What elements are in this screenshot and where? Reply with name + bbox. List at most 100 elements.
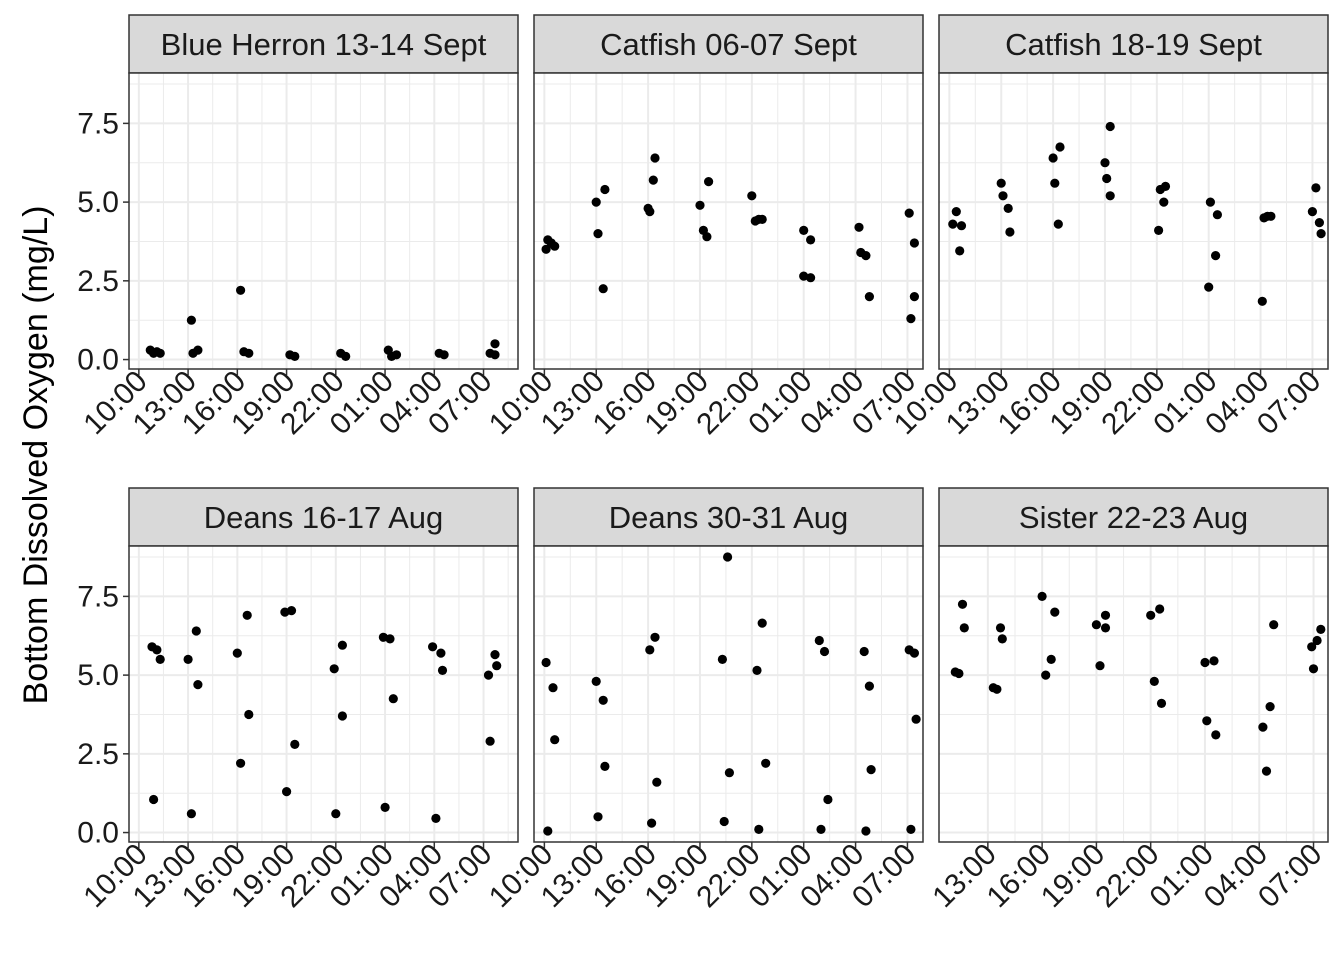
data-point (957, 599, 968, 609)
data-point (954, 668, 964, 679)
data-point (431, 813, 441, 824)
data-point (541, 657, 551, 668)
data-point (1258, 722, 1268, 732)
data-point (906, 824, 916, 835)
data-point (1003, 203, 1013, 213)
y-tick-label: 5.0 (77, 659, 119, 692)
data-point (1046, 654, 1056, 665)
data-point (490, 339, 500, 349)
data-point (598, 284, 608, 294)
facet-panel: Deans 16-17 Aug0.02.55.07.510:0013:0016:… (77, 487, 519, 914)
data-point (1212, 210, 1222, 220)
data-point (806, 235, 816, 245)
data-point (955, 246, 965, 256)
facet-strip (938, 487, 1329, 547)
data-point (600, 761, 610, 772)
y-tick-label: 0.0 (77, 344, 119, 377)
data-point (331, 809, 341, 819)
y-tick-label: 0.0 (77, 817, 119, 850)
panel-background (129, 546, 518, 842)
data-point (951, 207, 961, 217)
data-point (1160, 181, 1171, 191)
data-point (593, 812, 603, 822)
data-point (337, 711, 347, 721)
data-point (193, 345, 203, 355)
data-point (191, 626, 201, 636)
facet-panel: Catfish 06-07 Sept10:0013:0016:0019:0022… (483, 14, 924, 441)
data-point (1156, 698, 1167, 709)
data-point (1202, 716, 1212, 726)
data-point (854, 222, 864, 232)
data-point (904, 208, 914, 218)
data-point (859, 646, 869, 657)
data-point (861, 251, 871, 261)
panel-border (938, 545, 1329, 843)
data-point (906, 314, 916, 324)
data-point (1209, 656, 1219, 666)
data-point (193, 680, 203, 690)
data-point (1041, 670, 1051, 680)
data-point (1312, 635, 1322, 646)
panel-border (128, 72, 519, 370)
data-point (1048, 153, 1058, 163)
data-point (1204, 282, 1214, 292)
data-point (490, 350, 500, 360)
data-point (1308, 664, 1319, 674)
data-point (1146, 610, 1156, 620)
data-point (186, 809, 196, 819)
data-point (550, 735, 560, 745)
data-point (1100, 158, 1110, 168)
data-point (329, 664, 339, 674)
data-point (1100, 623, 1111, 633)
data-point (437, 665, 448, 676)
data-point (1266, 211, 1276, 221)
data-point (236, 758, 246, 768)
facet-panel: Blue Herron 13-14 Sept0.02.55.07.510:001… (77, 14, 519, 441)
data-point (1050, 178, 1060, 188)
data-point (492, 661, 502, 671)
data-point (388, 694, 398, 704)
data-point (337, 640, 347, 650)
data-point (341, 351, 351, 361)
data-point (717, 654, 728, 665)
data-point (543, 826, 553, 836)
data-point (1155, 604, 1165, 614)
data-point (1211, 730, 1221, 740)
facet-title: Catfish 06-07 Sept (600, 27, 857, 62)
data-point (754, 824, 764, 835)
data-point (650, 632, 660, 642)
data-point (719, 816, 729, 827)
y-tick-label: 5.0 (77, 186, 119, 219)
panel-background (534, 546, 923, 842)
data-point (752, 665, 762, 676)
data-point (648, 175, 658, 185)
facet-strip (533, 487, 924, 547)
panel-border (128, 545, 519, 843)
data-point (1311, 183, 1321, 193)
data-point (647, 818, 657, 828)
data-point (864, 681, 875, 691)
data-point (391, 350, 402, 360)
data-point (959, 623, 969, 633)
data-point (645, 645, 655, 655)
data-point (183, 654, 193, 665)
data-point (1269, 620, 1279, 630)
facet-panel: Sister 22-23 Aug13:0016:0019:0022:0001:0… (926, 487, 1329, 914)
data-point (593, 229, 603, 239)
data-point (1205, 197, 1215, 207)
data-point (998, 191, 1008, 201)
panel-background (534, 73, 923, 369)
facet-strip (533, 14, 924, 74)
data-point (866, 765, 876, 775)
data-point (155, 654, 165, 665)
facet-title: Blue Herron 13-14 Sept (161, 27, 487, 62)
facet-strip (128, 14, 519, 74)
data-point (439, 350, 449, 360)
data-point (956, 221, 967, 231)
data-point (286, 606, 297, 616)
data-point (380, 802, 390, 813)
data-point (282, 787, 292, 797)
data-point (1149, 676, 1159, 687)
data-point (799, 271, 809, 281)
y-tick-label: 7.5 (77, 580, 119, 613)
